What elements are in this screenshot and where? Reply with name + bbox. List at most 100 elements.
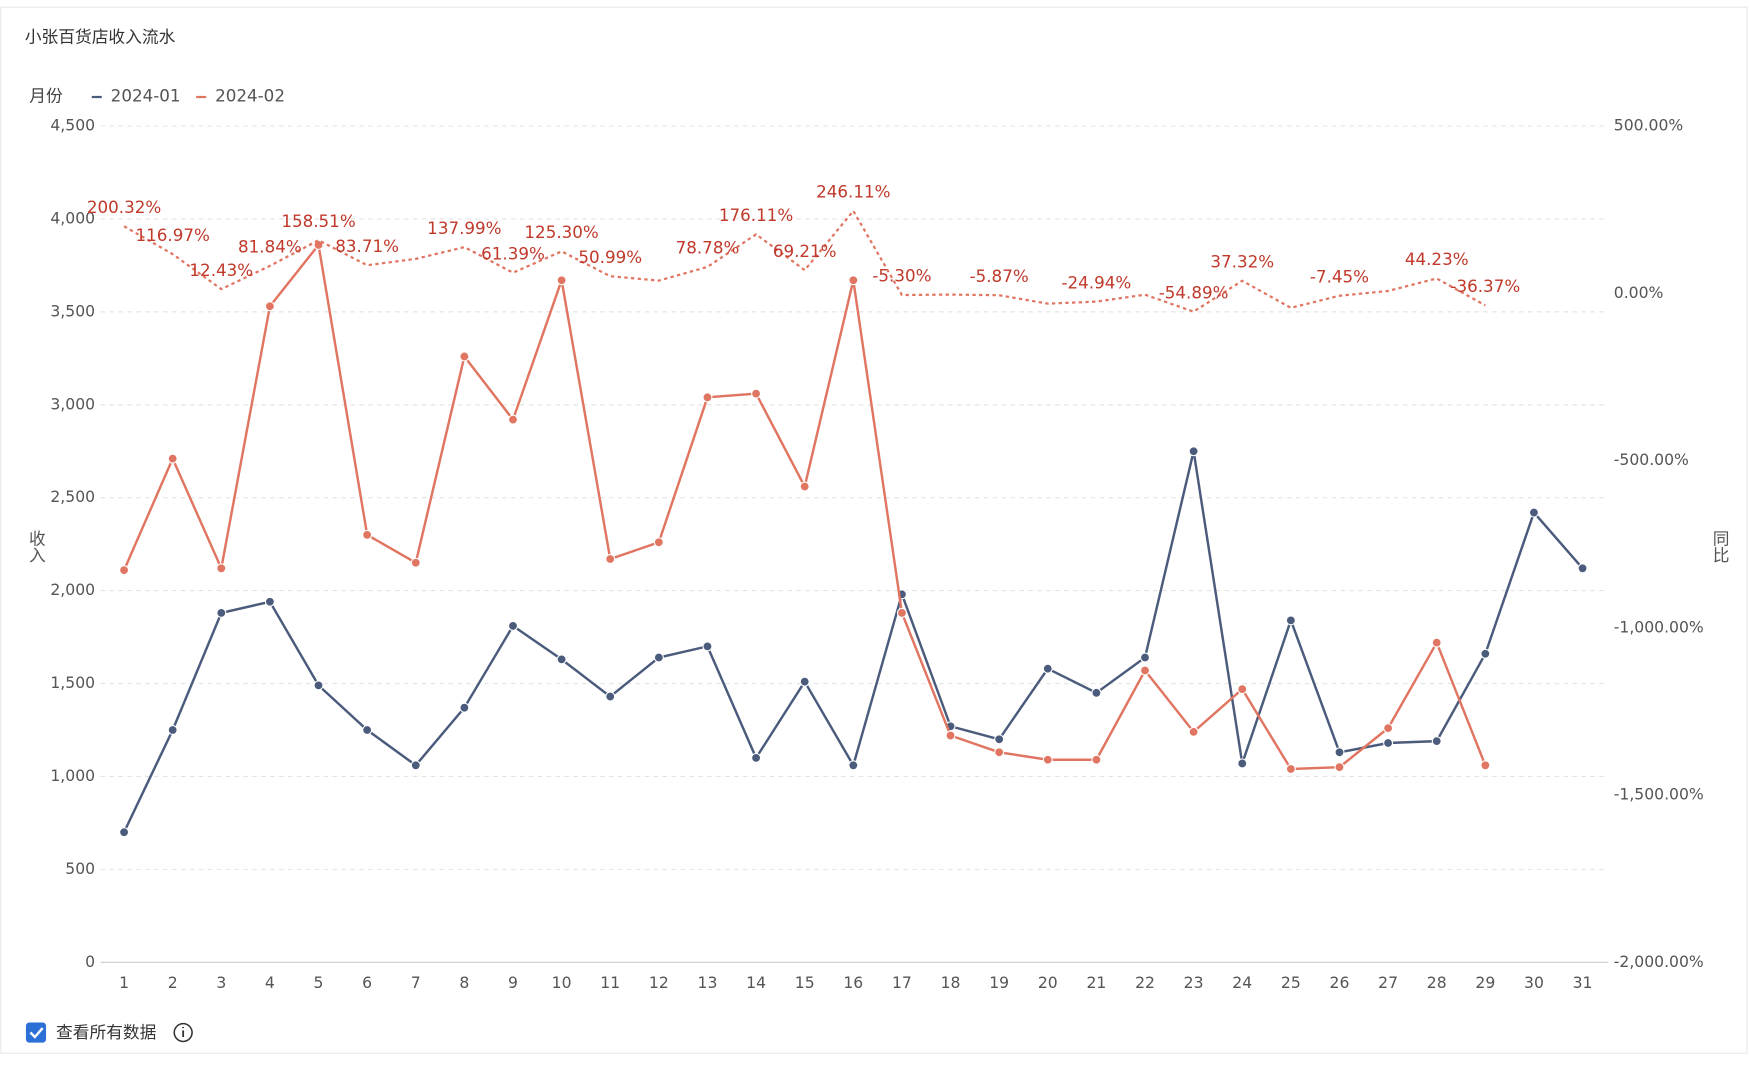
ratio-label: 50.99%: [578, 247, 642, 267]
info-icon[interactable]: [173, 1022, 193, 1043]
ratio-label: -24.94%: [1062, 272, 1132, 292]
x-tick-label: 25: [1281, 974, 1301, 992]
ratio-label: 246.11%: [816, 182, 890, 202]
ratio-label: 83.71%: [335, 236, 399, 256]
data-point: [799, 481, 810, 492]
data-point: [459, 351, 470, 362]
data-point: [264, 301, 275, 312]
ratio-label: 37.32%: [1210, 251, 1274, 271]
x-tick-label: 10: [552, 974, 572, 992]
data-point: [1383, 723, 1394, 734]
ratio-label: -7.45%: [1310, 266, 1369, 286]
checkbox-label: 查看所有数据: [56, 1022, 157, 1042]
x-tick-label: 4: [265, 974, 275, 992]
legend-title: 月份: [29, 86, 63, 106]
y2-tick-label: -500.00%: [1614, 451, 1689, 469]
ratio-label: 44.23%: [1405, 249, 1469, 269]
x-tick-label: 19: [989, 974, 1009, 992]
data-point: [1577, 563, 1588, 574]
frame: [0, 6, 1748, 1054]
x-tick-label: 22: [1135, 974, 1155, 992]
chart-title: 小张百货店收入流水: [25, 26, 176, 46]
x-tick-label: 18: [941, 974, 961, 992]
data-point: [653, 652, 664, 663]
ratio-label: 69.21%: [773, 241, 837, 261]
data-point: [1285, 764, 1296, 775]
data-point: [362, 724, 373, 736]
x-tick-label: 27: [1378, 974, 1398, 992]
ratio-line: [123, 208, 1486, 313]
y-tick-label: 3,500: [50, 302, 95, 320]
ratio-label: 81.84%: [238, 237, 302, 257]
data-point: [119, 565, 130, 576]
y-tick-label: 1,000: [50, 767, 95, 785]
data-point: [751, 388, 762, 399]
x-tick-label: 20: [1038, 974, 1058, 992]
data-point: [945, 730, 956, 741]
data-point: [313, 680, 324, 691]
ratio-label: 116.97%: [135, 225, 209, 245]
x-tick-label: 6: [362, 974, 372, 992]
data-point: [167, 453, 178, 464]
x-tick-label: 31: [1573, 974, 1593, 992]
ratio-label: -54.89%: [1159, 282, 1229, 302]
data-point: [1480, 648, 1491, 659]
data-point: [362, 529, 373, 540]
data-point: [216, 563, 227, 574]
data-point: [507, 414, 519, 425]
x-tick-label: 5: [314, 974, 324, 992]
x-tick-label: 21: [1086, 974, 1106, 992]
x-tick-label: 24: [1232, 974, 1252, 992]
x-tick-label: 7: [411, 974, 421, 992]
y-tick-label: 4,500: [50, 117, 95, 135]
y-axis-title: 收入: [26, 529, 46, 563]
data-point: [507, 620, 519, 631]
x-tick-label: 2: [168, 974, 178, 992]
data-point: [1285, 615, 1296, 626]
show-all-checkbox[interactable]: 查看所有数据: [25, 1022, 157, 1043]
y2-tick-label: 0.00%: [1614, 284, 1664, 302]
y-tick-label: 500: [65, 860, 95, 878]
data-point: [410, 557, 421, 568]
data-point: [216, 607, 227, 618]
x-tick-label: 23: [1184, 974, 1204, 992]
y-tick-label: 2,500: [50, 488, 95, 506]
data-point: [556, 654, 567, 665]
ratio-label: 158.51%: [281, 211, 355, 231]
ratio-label: 12.43%: [189, 260, 253, 280]
y-tick-label: 0: [85, 953, 95, 971]
y-tick-label: 3,000: [50, 395, 95, 413]
x-tick-label: 16: [843, 974, 863, 992]
y2-tick-label: -1,500.00%: [1614, 786, 1704, 804]
check-icon: [29, 1027, 44, 1039]
x-tick-label: 11: [600, 974, 620, 992]
y-tick-label: 4,000: [50, 209, 95, 227]
ratio-label: 78.78%: [676, 238, 740, 258]
data-point: [1237, 684, 1248, 695]
y2-tick-label: -1,000.00%: [1614, 618, 1704, 636]
checkbox[interactable]: [25, 1022, 47, 1043]
data-point: [653, 537, 664, 548]
data-point: [167, 724, 178, 736]
legend-label: 2024-02: [215, 86, 285, 106]
data-point: [751, 752, 762, 763]
legend-label: 2024-01: [111, 86, 181, 106]
y2-tick-label: 500.00%: [1614, 117, 1683, 135]
x-tick-label: 8: [459, 974, 469, 992]
ratio-label: -36.37%: [1450, 276, 1520, 296]
y2-tick-label: -2,000.00%: [1614, 953, 1704, 971]
data-point: [264, 596, 275, 607]
y-tick-label: 2,000: [50, 581, 95, 599]
y2-axis-title: 同比: [1710, 530, 1730, 563]
data-point: [1139, 665, 1151, 676]
ratio-label: 200.32%: [87, 197, 161, 217]
ratio-label: 125.30%: [524, 222, 598, 242]
data-point: [994, 734, 1005, 745]
data-point: [313, 239, 324, 250]
data-point: [1480, 760, 1491, 771]
data-point: [1431, 736, 1442, 747]
data-point: [702, 641, 713, 652]
x-tick-label: 12: [649, 974, 669, 992]
data-point: [702, 392, 713, 403]
